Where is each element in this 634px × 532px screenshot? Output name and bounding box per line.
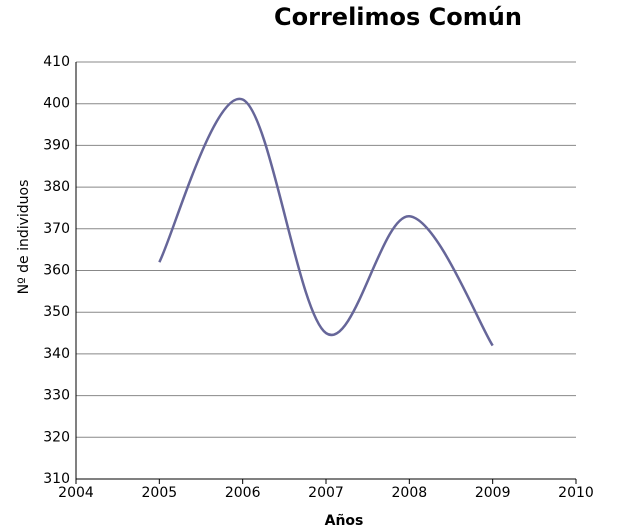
x-axis-label: Años bbox=[325, 513, 364, 529]
y-tick-label: 410 bbox=[43, 54, 70, 70]
x-tick-label: 2010 bbox=[558, 485, 594, 501]
y-tick-label: 330 bbox=[43, 388, 70, 404]
y-axis-label: Nº de individuos bbox=[16, 180, 32, 295]
x-tick-label: 2007 bbox=[308, 485, 344, 501]
x-tick-label: 2008 bbox=[392, 485, 428, 501]
x-tick-label: 2006 bbox=[225, 485, 261, 501]
x-tick-label: 2004 bbox=[58, 485, 94, 501]
y-tick-label: 390 bbox=[43, 137, 70, 153]
chart-title: Correlimos Común bbox=[274, 3, 522, 31]
x-tick-label: 2009 bbox=[475, 485, 511, 501]
y-tick-label: 320 bbox=[43, 429, 70, 445]
y-tick-label: 360 bbox=[43, 263, 70, 279]
y-tick-label: 400 bbox=[43, 96, 70, 112]
x-tick-label: 2005 bbox=[142, 485, 178, 501]
y-tick-label: 380 bbox=[43, 179, 70, 195]
y-tick-label: 370 bbox=[43, 221, 70, 237]
y-tick-label: 310 bbox=[43, 471, 70, 487]
data-line bbox=[158, 97, 494, 347]
y-tick-label: 340 bbox=[43, 346, 70, 362]
y-tick-label: 350 bbox=[43, 304, 70, 320]
